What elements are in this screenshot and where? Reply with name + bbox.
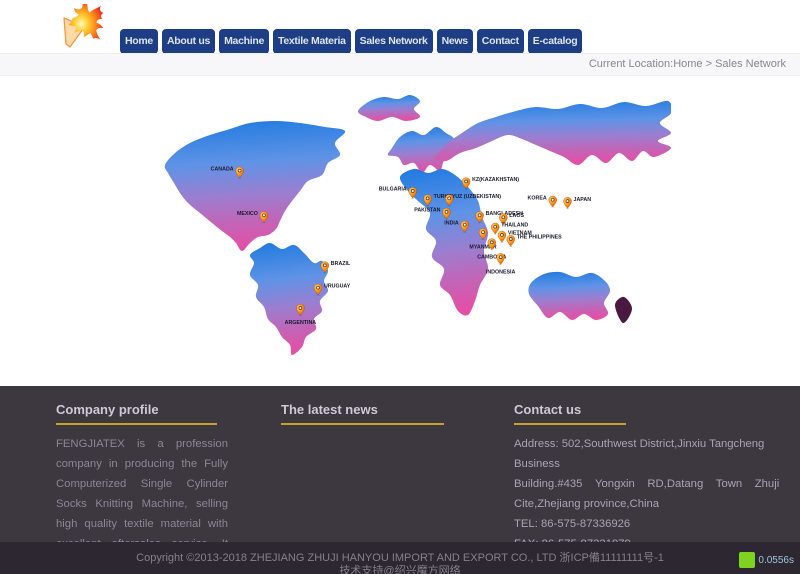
svg-text:KZ(KAZAKHSTAN): KZ(KAZAKHSTAN) xyxy=(472,177,519,183)
svg-text:CANADA: CANADA xyxy=(211,166,234,172)
svg-text:THE PHILIPPINES: THE PHILIPPINES xyxy=(517,235,562,241)
svg-text:UZ (UZBEKISTAN): UZ (UZBEKISTAN) xyxy=(455,194,501,200)
svg-text:MEXICO: MEXICO xyxy=(237,211,258,217)
svg-text:URUGUAY: URUGUAY xyxy=(324,283,351,289)
svg-text:BRAZIL: BRAZIL xyxy=(331,261,351,267)
svg-text:LAOS: LAOS xyxy=(509,213,524,219)
svg-text:INDIA: INDIA xyxy=(444,221,459,227)
svg-text:BULGARIA: BULGARIA xyxy=(379,187,407,193)
svg-text:KOREA: KOREA xyxy=(528,196,547,202)
svg-text:JAPAN: JAPAN xyxy=(574,197,592,203)
svg-text:THAILAND: THAILAND xyxy=(501,223,528,229)
svg-text:ARGENTINA: ARGENTINA xyxy=(285,320,317,326)
svg-text:PAKISTAN: PAKISTAN xyxy=(414,208,440,214)
svg-text:INDONESIA: INDONESIA xyxy=(486,269,516,275)
